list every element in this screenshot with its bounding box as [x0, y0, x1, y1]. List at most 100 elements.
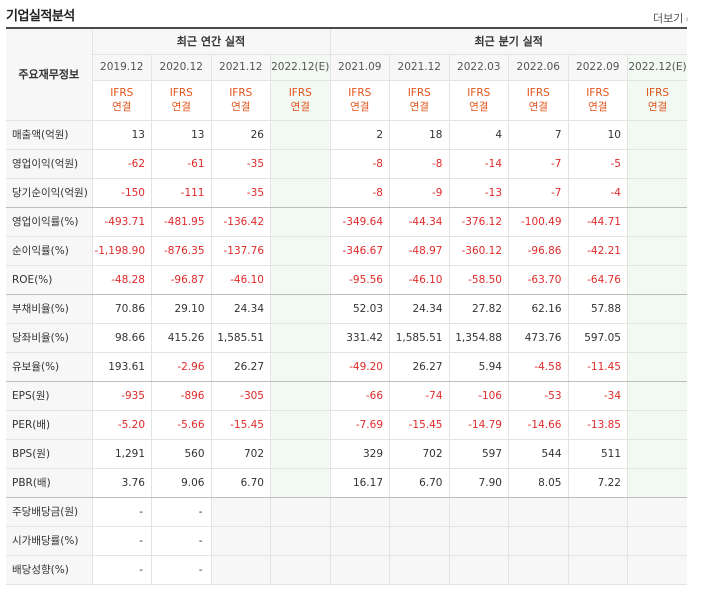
- table-cell: [389, 554, 450, 585]
- table-cell: -4.58: [508, 351, 569, 382]
- table-cell: 2: [329, 119, 390, 150]
- ifrs-label: IFRS 연결: [389, 79, 450, 121]
- period-header: 2020.12: [151, 53, 212, 81]
- ifrs-label: IFRS 연결: [508, 79, 569, 121]
- ifrs-line1: IFRS: [169, 87, 193, 99]
- table-cell: [627, 177, 687, 208]
- table-cell: 27.82: [448, 293, 509, 324]
- row-label: 매출액(억원): [6, 119, 93, 150]
- table-cell: 13: [151, 119, 212, 150]
- table-cell: 52.03: [329, 293, 390, 324]
- table-cell: [627, 525, 687, 556]
- ifrs-line2: 연결: [112, 101, 132, 113]
- more-label: 더보기: [653, 12, 684, 25]
- table-cell: 331.42: [329, 322, 390, 353]
- ifrs-line2: 연결: [588, 101, 608, 113]
- table-cell: -5.66: [151, 409, 212, 440]
- ifrs-label: IFRS 연결: [151, 79, 212, 121]
- table-cell: -53: [508, 380, 569, 411]
- table-cell: -: [151, 496, 212, 527]
- table-cell: [627, 438, 687, 469]
- ifrs-line2: 연결: [647, 101, 668, 113]
- table-cell: 13: [91, 119, 152, 150]
- table-cell: 7.90: [448, 467, 509, 498]
- ifrs-label: IFRS 연결: [329, 79, 390, 121]
- table-row: 당좌비율(%) 98.66 415.26 1,585.51 331.42 1,585.51…: [6, 322, 687, 353]
- table-cell: [270, 148, 331, 179]
- table-cell: 24.34: [210, 293, 271, 324]
- table-cell: -: [91, 554, 152, 585]
- ifrs-label: IFRS 연결: [448, 79, 509, 121]
- table-cell: -876.35: [151, 235, 212, 266]
- ifrs-line2: 연결: [231, 101, 251, 113]
- table-cell: [270, 380, 331, 411]
- table-cell: [627, 322, 687, 353]
- table-cell: [627, 148, 687, 179]
- table-cell: -13.85: [567, 409, 628, 440]
- table-row: 유보율(%) 193.61 -2.96 26.27 -49.20 26.27 5.94 -4.…: [6, 351, 687, 382]
- row-label: 당좌비율(%): [6, 322, 93, 353]
- table-row: 매출액(억원) 13 13 26 2 18 4 7 10: [6, 119, 687, 150]
- row-label: 주당배당금(원): [6, 496, 93, 527]
- table-cell: [627, 496, 687, 527]
- table-cell: [270, 496, 331, 527]
- period-header: 2021.09: [329, 53, 390, 81]
- table-cell: -150: [91, 177, 152, 208]
- table-cell: [270, 351, 331, 382]
- ifrs-line1: IFRS: [526, 87, 550, 99]
- period-header: 2022.06: [508, 53, 569, 81]
- table-cell: [448, 496, 509, 527]
- ifrs-line2: 연결: [290, 101, 310, 113]
- ifrs-line2: 연결: [171, 101, 191, 113]
- ifrs-line1: IFRS: [467, 87, 491, 99]
- table-cell: 29.10: [151, 293, 212, 324]
- table-cell: [627, 264, 687, 295]
- table-cell: -349.64: [329, 206, 390, 237]
- table-cell: 544: [508, 438, 569, 469]
- table-cell: [627, 467, 687, 498]
- table-cell: [270, 322, 331, 353]
- row-label: 영업이익(억원): [6, 148, 93, 179]
- table-cell: 702: [389, 438, 450, 469]
- table-cell: [270, 525, 331, 556]
- row-label: 당기순이익(억원): [6, 177, 93, 208]
- table-cell: -15.45: [210, 409, 271, 440]
- table-cell: -: [151, 525, 212, 556]
- table-cell: 193.61: [91, 351, 152, 382]
- ifrs-label: IFRS 연결: [92, 79, 152, 121]
- table-cell: 26.27: [210, 351, 271, 382]
- row-label: 부채비율(%): [6, 293, 93, 324]
- table-cell: -106: [448, 380, 509, 411]
- table-cell: 329: [329, 438, 390, 469]
- table-cell: -35: [210, 177, 271, 208]
- table-cell: -74: [389, 380, 450, 411]
- table-cell: -95.56: [329, 264, 390, 295]
- table-cell: 62.16: [508, 293, 569, 324]
- table-row: 주당배당금(원) - -: [6, 496, 687, 527]
- table-cell: [389, 525, 450, 556]
- chevron-right-icon: ›: [685, 15, 689, 25]
- more-link[interactable]: 더보기 ›: [653, 10, 689, 26]
- ifrs-label: IFRS 연결: [210, 79, 271, 121]
- table-cell: [627, 293, 687, 324]
- table-cell: -48.28: [91, 264, 152, 295]
- table-cell: -935: [91, 380, 152, 411]
- table-cell: [567, 554, 628, 585]
- table-cell: [329, 496, 390, 527]
- period-header: 2021.12: [210, 53, 271, 81]
- table-cell: [270, 177, 331, 208]
- table-cell: -7: [508, 177, 569, 208]
- table-row: 영업이익(억원) -62 -61 -35 -8 -8 -14 -7 -5: [6, 148, 687, 179]
- period-header: 2022.12(E): [270, 53, 331, 81]
- ifrs-line1: IFRS: [229, 87, 253, 99]
- table-cell: 10: [567, 119, 628, 150]
- ifrs-line1: IFRS: [586, 87, 610, 99]
- table-row: 순이익률(%) -1,198.90 -876.35 -137.76 -346.67 -48…: [6, 235, 687, 266]
- table-cell: 57.88: [567, 293, 628, 324]
- table-cell: [627, 409, 687, 440]
- table-cell: 415.26: [151, 322, 212, 353]
- ifrs-line2: 연결: [409, 101, 429, 113]
- table-cell: -111: [151, 177, 212, 208]
- table-cell: -14.66: [508, 409, 569, 440]
- financial-table: 주요재무정보 최근 연간 실적 최근 분기 실적 2019.12 2020.12 2…: [6, 27, 687, 585]
